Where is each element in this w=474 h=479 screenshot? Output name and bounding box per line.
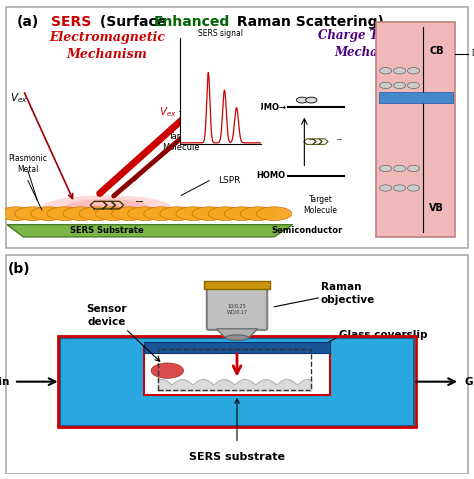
Circle shape	[151, 363, 183, 378]
FancyBboxPatch shape	[6, 7, 468, 248]
Text: Enhanced: Enhanced	[154, 15, 229, 29]
Circle shape	[408, 82, 419, 89]
Text: Charge Transfer
Mechanism: Charge Transfer Mechanism	[318, 29, 425, 59]
FancyBboxPatch shape	[144, 342, 330, 353]
Text: SERS Substrate: SERS Substrate	[70, 226, 144, 235]
Text: $V_{ex}$: $V_{ex}$	[9, 91, 27, 104]
Ellipse shape	[128, 207, 163, 220]
Text: (b): (b)	[8, 262, 30, 276]
Text: LSPR: LSPR	[219, 176, 241, 185]
FancyBboxPatch shape	[144, 346, 330, 395]
Text: $V_{ex}+V_{th}$: $V_{ex}+V_{th}$	[159, 105, 204, 119]
Ellipse shape	[225, 335, 248, 341]
Text: VB: VB	[429, 203, 444, 213]
Circle shape	[380, 68, 392, 74]
Circle shape	[393, 82, 406, 89]
Ellipse shape	[192, 207, 228, 220]
Text: (a): (a)	[16, 15, 38, 29]
FancyBboxPatch shape	[6, 254, 468, 474]
FancyBboxPatch shape	[204, 282, 270, 289]
Text: Raman Scattering): Raman Scattering)	[232, 15, 384, 29]
Ellipse shape	[42, 195, 172, 220]
Ellipse shape	[47, 207, 82, 220]
Text: Plasmonic
Metal: Plasmonic Metal	[9, 154, 47, 173]
Ellipse shape	[224, 207, 260, 220]
Text: 10/0.25
WD/0.17: 10/0.25 WD/0.17	[227, 303, 247, 315]
Ellipse shape	[63, 207, 99, 220]
Circle shape	[408, 165, 419, 171]
Polygon shape	[7, 225, 293, 237]
Ellipse shape	[65, 199, 149, 216]
Text: Glass coverslip: Glass coverslip	[339, 331, 428, 341]
Circle shape	[380, 185, 392, 191]
Ellipse shape	[160, 207, 195, 220]
Text: Raman
objective: Raman objective	[320, 282, 375, 305]
Circle shape	[408, 68, 419, 74]
FancyBboxPatch shape	[379, 91, 453, 103]
Text: Gas in: Gas in	[0, 376, 9, 387]
Polygon shape	[216, 329, 258, 338]
FancyBboxPatch shape	[376, 22, 456, 237]
Circle shape	[393, 185, 406, 191]
Text: Defect levels: Defect levels	[472, 49, 474, 58]
Text: HOMO: HOMO	[256, 171, 286, 180]
FancyBboxPatch shape	[207, 284, 267, 330]
Ellipse shape	[176, 207, 211, 220]
Text: LUMO→: LUMO→	[252, 103, 286, 112]
Circle shape	[296, 97, 308, 103]
Text: Electromagnetic
Mechanism: Electromagnetic Mechanism	[49, 31, 165, 61]
Circle shape	[306, 97, 317, 103]
Ellipse shape	[31, 207, 66, 220]
Ellipse shape	[79, 207, 115, 220]
Ellipse shape	[240, 207, 276, 220]
Circle shape	[408, 185, 419, 191]
FancyBboxPatch shape	[61, 338, 413, 426]
Text: SERS: SERS	[51, 15, 91, 29]
Text: SERS substrate: SERS substrate	[189, 452, 285, 462]
Text: Semiconductor: Semiconductor	[271, 226, 342, 235]
Text: Gas out: Gas out	[465, 376, 474, 387]
Text: Target
Molecule: Target Molecule	[163, 132, 200, 152]
Ellipse shape	[15, 207, 50, 220]
Circle shape	[380, 165, 392, 171]
Ellipse shape	[95, 207, 131, 220]
Ellipse shape	[111, 207, 147, 220]
Text: Target
Molecule: Target Molecule	[304, 195, 337, 215]
Ellipse shape	[256, 207, 292, 220]
Circle shape	[393, 68, 406, 74]
Circle shape	[380, 82, 392, 89]
Ellipse shape	[144, 207, 179, 220]
Text: CB: CB	[429, 46, 444, 56]
Text: Sensor
device: Sensor device	[87, 304, 127, 327]
Circle shape	[393, 165, 406, 171]
Ellipse shape	[208, 207, 244, 220]
Title: SERS signal: SERS signal	[198, 29, 243, 37]
Ellipse shape	[0, 207, 34, 220]
Text: (Surface: (Surface	[95, 15, 172, 29]
